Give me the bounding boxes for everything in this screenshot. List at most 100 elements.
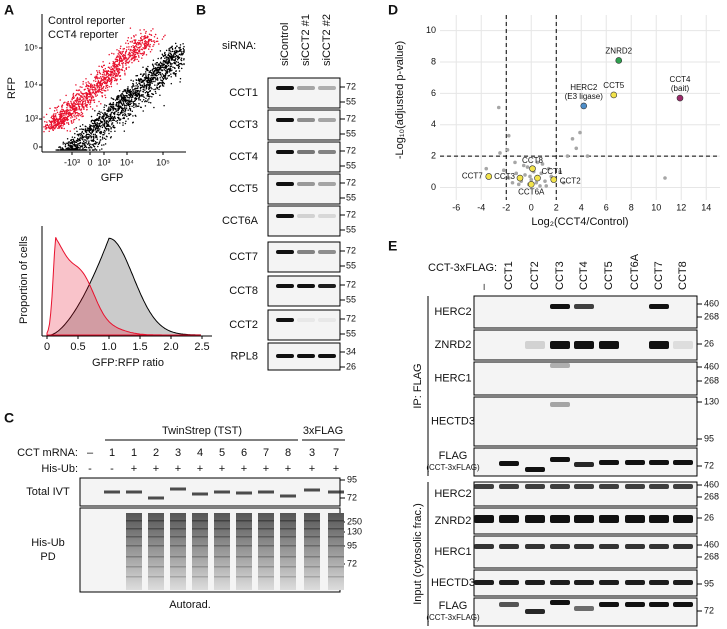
band [574,484,594,489]
lane-label: + [131,463,137,475]
histogram-curve [46,237,201,336]
histogram-curve [46,237,201,336]
band [318,118,336,122]
band [525,467,545,472]
point-label: CCT2 [560,177,581,186]
band [474,515,494,523]
band [525,515,545,523]
marker: 268 [704,491,719,501]
band [276,118,294,122]
marker: 55 [346,128,356,138]
band [649,602,669,607]
lane-label: + [309,463,315,475]
row-label: (CCT-3xFLAG) [426,463,480,472]
band [304,488,320,492]
point [574,146,579,151]
lane-label: 8 [285,447,291,459]
point [546,166,551,171]
marker: 250 [347,516,362,526]
band [525,544,545,549]
band [280,528,296,530]
smear [258,513,274,590]
band [649,580,669,585]
column-header: CCT4 [578,261,590,290]
smear [236,513,252,590]
axis-title: GFP [101,172,124,184]
column-header: siCCT2 #1 [300,14,312,66]
column-header: CCT6A [629,253,641,290]
marker: 55 [346,294,356,304]
marker: 130 [704,396,719,406]
point-label: CCT4 [670,75,691,84]
marker: 460 [704,361,719,371]
band [192,536,208,538]
y-tick-label: 6 [431,88,436,98]
band [474,544,494,549]
point [540,162,545,166]
y-tick-label: 4 [431,119,436,129]
row-label: (CCT-3xFLAG) [426,613,480,622]
band [550,363,570,368]
band [170,576,186,578]
y-tick-label: 10 [426,25,436,35]
band [673,484,693,489]
band [170,556,186,558]
blot [267,141,341,173]
footer: Autorad. [169,599,211,611]
marker: 72 [346,113,356,123]
marker: 95 [347,474,357,484]
row-label: His-Ub: [41,463,78,475]
band [599,544,619,549]
lane-label: - [88,463,92,475]
band [625,484,645,489]
row-label: FLAG [439,450,468,462]
marker: 55 [346,224,356,234]
marker: 26 [704,338,714,348]
band [625,460,645,465]
marker: 72 [346,313,356,323]
row-label: PD [40,551,55,563]
point [506,133,511,138]
marker: 268 [704,375,719,385]
point [498,151,502,155]
point [513,160,517,165]
band [276,182,294,186]
row-label: ZNRD2 [435,339,472,351]
marker: 72 [347,492,357,502]
y-tick-label: 0 [33,141,38,151]
smear [304,513,320,590]
point [501,168,506,173]
column-header: – [478,283,490,290]
blot [267,77,341,109]
point-label: CCT1 [542,167,563,176]
band [574,304,594,309]
blot [267,241,341,273]
point [506,176,511,180]
marker: 26 [346,361,356,371]
band [499,580,519,585]
point [485,173,493,180]
point [585,154,590,158]
band [214,490,230,494]
marker: 95 [347,540,357,550]
x-tick-label: 10⁴ [120,157,134,167]
band [148,520,164,522]
band [170,520,186,522]
marker: 95 [704,433,714,443]
x-tick-label: -10³ [64,157,80,167]
band [236,556,252,558]
band [574,580,594,585]
band [499,461,519,466]
row-label: siRNA: [222,40,256,52]
band [170,536,186,538]
lane-label: + [175,463,181,475]
band [236,528,252,530]
band [297,150,315,154]
marker: 460 [704,539,719,549]
lane-label: 5 [219,447,225,459]
band [276,318,294,322]
panel-label: C [4,410,14,426]
band [599,580,619,585]
lane-label: + [285,463,291,475]
band [649,304,669,309]
